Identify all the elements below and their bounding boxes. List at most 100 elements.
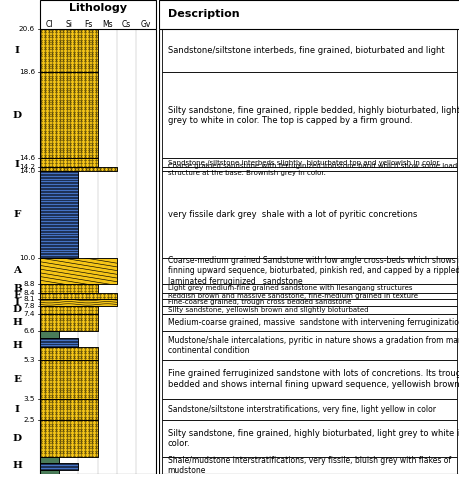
- Bar: [39, 399, 97, 420]
- Text: D: D: [13, 305, 22, 314]
- Text: Sandstone/siltstone interbeds, fine grained, bioturbated and light: Sandstone/siltstone interbeds, fine grai…: [168, 46, 443, 55]
- Text: A: A: [13, 266, 22, 275]
- Text: 10.0: 10.0: [19, 255, 35, 261]
- Text: I: I: [15, 405, 20, 414]
- Bar: [162, 293, 456, 299]
- Text: H: H: [12, 461, 22, 470]
- Bar: [39, 284, 97, 293]
- Bar: [39, 314, 97, 331]
- Bar: [39, 331, 59, 338]
- Text: Coarse grained sandstone with ferruginized ironstone band which show some load
s: Coarse grained sandstone with ferruginiz…: [168, 163, 456, 176]
- Text: Silty sandstone, yellowish brown and slightly bioturbated: Silty sandstone, yellowish brown and sli…: [168, 307, 368, 313]
- Bar: [162, 167, 456, 171]
- Text: Sandstone./siltstone interbeds slightly  bioturbated top and yellowish in color.: Sandstone./siltstone interbeds slightly …: [168, 160, 440, 166]
- Text: 14.6: 14.6: [19, 156, 35, 161]
- Bar: [39, 284, 97, 293]
- Bar: [39, 420, 97, 457]
- Text: H: H: [12, 319, 22, 327]
- Bar: [162, 420, 456, 457]
- Bar: [39, 29, 97, 72]
- Bar: [39, 29, 155, 474]
- Text: Light grey medium-fine grained sandstone with liesangang structures: Light grey medium-fine grained sandstone…: [168, 285, 411, 291]
- Bar: [39, 299, 117, 306]
- Text: Coarse-medium grained Sandstone with low angle cross-beds which shows internal
f: Coarse-medium grained Sandstone with low…: [168, 256, 459, 286]
- Bar: [39, 338, 78, 347]
- Bar: [39, 399, 97, 420]
- Bar: [162, 171, 456, 258]
- Text: Sandstone/siltstone interstratifications, very fine, light yellow in color: Sandstone/siltstone interstratifications…: [168, 405, 435, 414]
- Text: B: B: [13, 284, 22, 293]
- Text: 18.6: 18.6: [19, 69, 35, 75]
- Bar: [39, 0, 155, 29]
- Text: Ms: Ms: [102, 20, 112, 29]
- Bar: [39, 347, 97, 360]
- Text: Si: Si: [65, 20, 72, 29]
- Text: 8.8: 8.8: [23, 281, 35, 287]
- Text: 7.8: 7.8: [23, 303, 35, 308]
- Text: E: E: [13, 375, 22, 384]
- Text: D: D: [13, 111, 22, 120]
- Text: Medium-coarse grained, massive  sandstone with intervening ferruginization.: Medium-coarse grained, massive sandstone…: [168, 319, 459, 327]
- Text: I: I: [15, 160, 20, 170]
- Bar: [39, 360, 97, 399]
- Text: 14.0: 14.0: [19, 169, 35, 174]
- Text: very fissile dark grey  shale with a lot of pyritic concretions: very fissile dark grey shale with a lot …: [168, 210, 416, 219]
- Bar: [39, 457, 59, 463]
- Text: 6.6: 6.6: [23, 329, 35, 334]
- Bar: [39, 470, 59, 474]
- Bar: [39, 463, 78, 470]
- Bar: [39, 314, 97, 331]
- Text: E: E: [13, 291, 22, 300]
- Bar: [39, 72, 97, 159]
- Bar: [39, 470, 59, 474]
- Text: 2.5: 2.5: [23, 417, 35, 423]
- Bar: [162, 331, 456, 360]
- Text: Silty sandstone, fine grained, ripple bedded, highly bioturbated, light
grey to : Silty sandstone, fine grained, ripple be…: [168, 105, 459, 125]
- Text: Cl: Cl: [45, 20, 53, 29]
- Text: Silty sandstone, fine grained, highly bioturbated, light grey to white in
color.: Silty sandstone, fine grained, highly bi…: [168, 429, 459, 448]
- Bar: [162, 258, 456, 284]
- Bar: [39, 360, 97, 399]
- Text: 7.4: 7.4: [23, 311, 35, 317]
- Text: Gv: Gv: [140, 20, 151, 29]
- Bar: [39, 171, 78, 258]
- Text: H: H: [12, 341, 22, 350]
- Bar: [39, 331, 59, 338]
- Text: 8.4: 8.4: [23, 290, 35, 296]
- Bar: [39, 258, 117, 284]
- Bar: [39, 159, 97, 167]
- Text: 8.1: 8.1: [23, 296, 35, 302]
- Bar: [162, 299, 456, 306]
- Text: 14.2: 14.2: [19, 164, 35, 170]
- Bar: [162, 306, 456, 314]
- Bar: [39, 72, 97, 159]
- Text: D: D: [13, 434, 22, 443]
- Bar: [39, 293, 117, 299]
- Text: F: F: [14, 210, 21, 219]
- Bar: [162, 399, 456, 420]
- Bar: [39, 457, 59, 463]
- Text: I: I: [15, 298, 20, 307]
- Bar: [39, 258, 117, 284]
- Bar: [162, 29, 456, 72]
- Bar: [39, 167, 117, 171]
- Bar: [39, 306, 97, 314]
- Text: Reddish brown and massive sandstone, fine-medium grained in texture: Reddish brown and massive sandstone, fin…: [168, 293, 417, 299]
- Bar: [39, 159, 97, 167]
- Text: Fine-coarse grained, trough cross bedded sandstone: Fine-coarse grained, trough cross bedded…: [168, 299, 350, 305]
- Text: 3.5: 3.5: [23, 396, 35, 401]
- Text: Cs: Cs: [122, 20, 131, 29]
- Text: 20.6: 20.6: [19, 26, 35, 32]
- Text: I: I: [15, 46, 20, 55]
- Text: Shale/mudstone interstratifications, very fissile, bluish grey with flakes of
mu: Shale/mudstone interstratifications, ver…: [168, 456, 450, 475]
- Bar: [39, 463, 78, 470]
- Bar: [39, 338, 78, 347]
- Text: Fs: Fs: [84, 20, 92, 29]
- Bar: [39, 167, 117, 171]
- Bar: [162, 159, 456, 167]
- Bar: [162, 72, 456, 159]
- Bar: [162, 457, 456, 474]
- Bar: [39, 171, 78, 258]
- Bar: [39, 347, 97, 360]
- Bar: [39, 293, 117, 299]
